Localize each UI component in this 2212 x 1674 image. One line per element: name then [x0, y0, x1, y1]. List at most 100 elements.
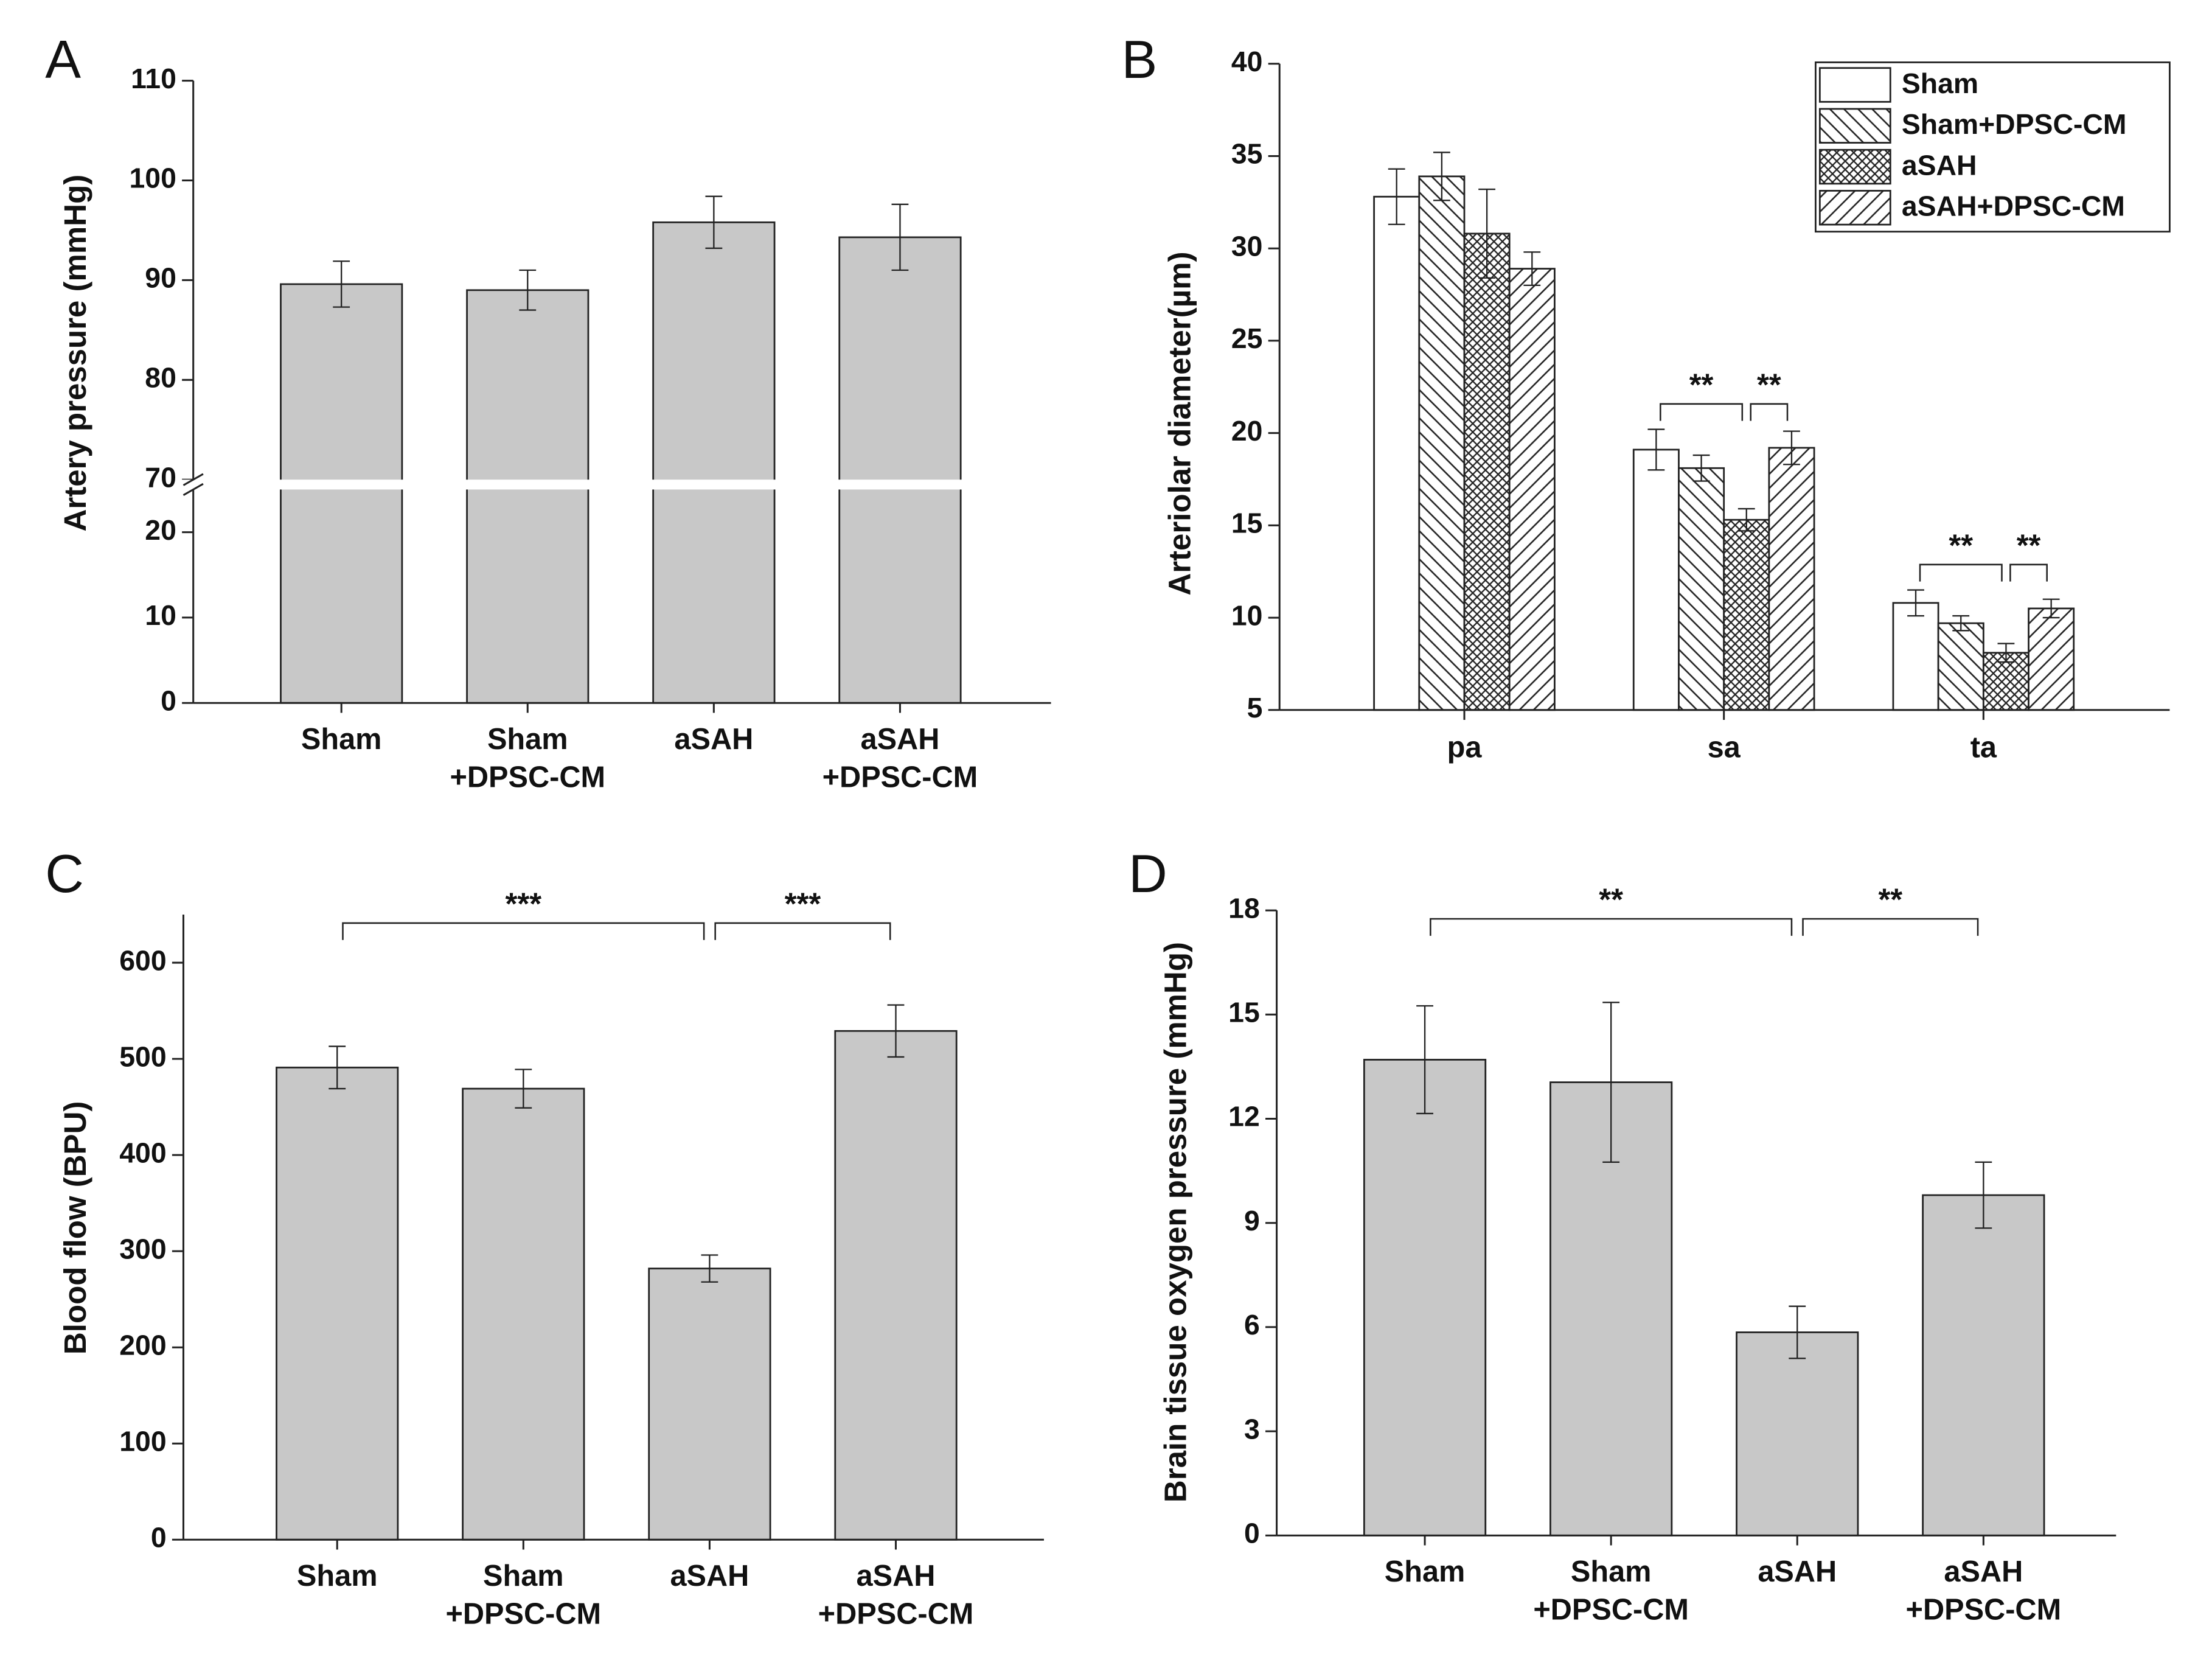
legend-swatch	[1818, 148, 1891, 185]
significance-label: **	[1949, 528, 1973, 562]
x-tick-label: sa	[1708, 731, 1741, 764]
x-tick-label-line: Sham	[1385, 1555, 1466, 1588]
bar	[1418, 175, 1466, 711]
significance-label: **	[1689, 367, 1714, 402]
error-bar	[333, 260, 350, 308]
legend-label: Sham+DPSC-CM	[1902, 108, 2127, 140]
error-bar	[1602, 1002, 1620, 1163]
y-tick-label: 10	[1231, 599, 1263, 631]
legend-swatch	[1818, 190, 1891, 226]
y-tick-label: 20	[1231, 415, 1263, 447]
significance-label: **	[2017, 528, 2041, 562]
axis-break-mark	[183, 473, 204, 486]
error-bar	[1416, 1005, 1433, 1115]
significance-bracket	[2009, 563, 2048, 582]
bar	[1463, 232, 1511, 711]
significance-label: **	[1599, 882, 1623, 917]
x-tick-label: Sham +DPSC-CM	[1533, 1555, 1689, 1627]
significance-bracket	[1750, 403, 1789, 421]
error-bar	[701, 1254, 718, 1283]
significance-bracket	[1660, 403, 1744, 421]
y-axis-label: Arteriolar diameter(µm)	[1163, 252, 1197, 596]
y-axis-label: Artery pressure (mmHg)	[58, 175, 92, 532]
y-tick-label: 100	[119, 1426, 166, 1457]
y-tick-label: 20	[145, 514, 176, 546]
error-bar	[1692, 454, 1710, 482]
y-tick-label: 15	[1231, 507, 1263, 539]
x-tick-label-line: aSAH	[670, 1560, 749, 1592]
panel-label: C	[45, 843, 84, 904]
x-tick-label: aSAH +DPSC-CM	[1906, 1555, 2062, 1627]
x-tick-label: Sham	[301, 723, 382, 756]
x-tick-label: Sham	[297, 1560, 378, 1592]
x-tick-label-line: +DPSC-CM	[445, 1597, 601, 1630]
bar	[1892, 602, 1939, 711]
bar	[838, 236, 962, 704]
error-bar	[1997, 643, 2015, 663]
significance-label: **	[1757, 367, 1781, 402]
error-bar	[1647, 428, 1665, 471]
error-bar	[1783, 430, 1800, 466]
bar	[1768, 447, 1815, 711]
y-tick-label: 12	[1228, 1101, 1260, 1132]
panel-label: B	[1122, 29, 1158, 89]
bar	[1736, 1331, 1859, 1536]
y-tick-label: 5	[1247, 692, 1263, 724]
error-bar	[1737, 507, 1755, 532]
x-tick-label-line: Sham	[301, 723, 382, 756]
error-bar	[891, 203, 909, 271]
y-tick-label: 0	[151, 1522, 167, 1554]
x-tick-label: Sham +DPSC-CM	[445, 1560, 601, 1631]
significance-label: ***	[785, 887, 821, 921]
y-tick-label: 100	[130, 162, 176, 194]
y-tick-label: 300	[119, 1233, 166, 1264]
error-bar	[1388, 168, 1405, 225]
bar	[1922, 1194, 2045, 1536]
bar	[1373, 195, 1421, 711]
y-tick-label: 600	[119, 944, 166, 976]
x-tick-label-line: aSAH	[857, 1560, 936, 1592]
y-tick-label: 15	[1228, 997, 1260, 1028]
error-bar	[705, 195, 723, 249]
y-axis-label: Blood flow (BPU)	[58, 1101, 92, 1355]
x-tick-label: aSAH	[670, 1560, 749, 1592]
legend-swatch	[1818, 67, 1891, 103]
significance-label: ***	[506, 887, 542, 921]
x-tick-label-line: +DPSC-CM	[818, 1597, 974, 1630]
x-tick-label: aSAH +DPSC-CM	[823, 723, 978, 794]
legend-label: Sham	[1902, 68, 1978, 99]
y-tick-label: 18	[1228, 892, 1260, 924]
y-tick-label: 0	[161, 685, 176, 716]
significance-bracket	[1919, 563, 2003, 582]
y-tick-label: 70	[145, 461, 176, 493]
y-tick-label: 0	[1244, 1518, 1260, 1549]
bar	[280, 283, 403, 704]
x-tick-label-line: aSAH	[861, 723, 940, 756]
y-tick-label: 35	[1231, 138, 1263, 170]
significance-bracket	[1430, 918, 1793, 936]
y-tick-label: 40	[1231, 46, 1263, 77]
x-tick-label-line: aSAH	[1944, 1555, 2023, 1588]
x-tick-label-line: +DPSC-CM	[450, 761, 605, 793]
error-bar	[519, 269, 537, 311]
x-tick-label: Sham	[1385, 1555, 1466, 1588]
panel-label: A	[45, 29, 81, 89]
bar	[462, 1087, 585, 1541]
axis-break-gap	[179, 480, 1051, 490]
y-tick-label: 110	[131, 63, 176, 94]
x-tick-label-line: +DPSC-CM	[823, 761, 978, 793]
bar	[466, 289, 590, 704]
x-tick-label-line: aSAH	[674, 723, 753, 756]
error-bar	[1523, 251, 1541, 287]
y-tick-label: 200	[119, 1329, 166, 1361]
error-bar	[1433, 152, 1450, 201]
bar	[1632, 448, 1680, 711]
significance-bracket	[1802, 918, 1979, 936]
x-tick-label-line: +DPSC-CM	[1533, 1593, 1689, 1626]
bar	[1508, 268, 1556, 711]
y-tick-label: 500	[119, 1041, 166, 1072]
panel-label: D	[1129, 843, 1167, 904]
legend-box	[1815, 61, 2171, 233]
y-tick-label: 80	[145, 362, 176, 394]
bar	[1723, 518, 1770, 711]
